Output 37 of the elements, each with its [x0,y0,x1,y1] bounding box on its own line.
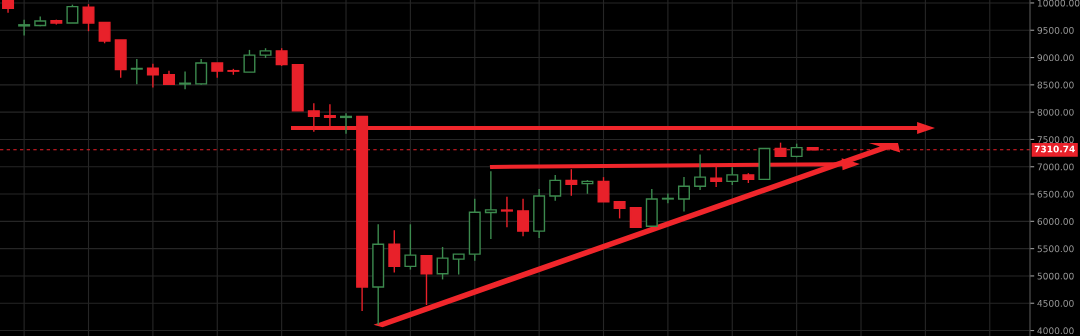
y-tick-label: 7500.00 [1037,136,1074,143]
candlestick [452,253,465,276]
y-tick-label: 9500.00 [1037,26,1074,34]
y-tick-label: 6000.00 [1037,218,1074,225]
y-tick-label: 9000.00 [1037,54,1074,62]
candlestick [130,58,143,85]
y-tick-label: 10000.00 [1037,0,1080,7]
candlestick [98,21,111,44]
y-tick-label: 5500.00 [1037,245,1074,253]
candlestick [677,176,690,213]
y-tick-label: 4500.00 [1037,299,1074,307]
candlestick [661,192,674,205]
candlestick [18,18,31,37]
candlestick [597,176,610,203]
y-tick-label: 4000.00 [1037,327,1074,335]
candlestick [66,3,79,24]
candlestick [694,153,707,191]
candlestick [146,62,159,89]
candlestick [82,3,95,32]
y-tick-label: 6500.00 [1037,190,1074,198]
candlestick [549,174,562,202]
y-tick-label: 5000.00 [1037,272,1074,280]
candlestick [484,170,497,240]
candlestick [388,229,401,274]
candlestick [517,198,530,237]
candlestick [436,246,449,281]
candlestick [629,206,642,228]
ref-line-label: 7310.74 [1034,145,1075,153]
y-tick-label: 8000.00 [1037,108,1074,116]
y-tick-label: 8500.00 [1037,81,1074,89]
candlestick [420,255,433,306]
y-tick-label: 7000.00 [1037,163,1074,171]
candlestick [404,223,417,271]
candlestick [195,58,208,86]
candlestick [243,49,256,73]
candlestick [179,70,192,90]
candlestick [500,196,513,228]
